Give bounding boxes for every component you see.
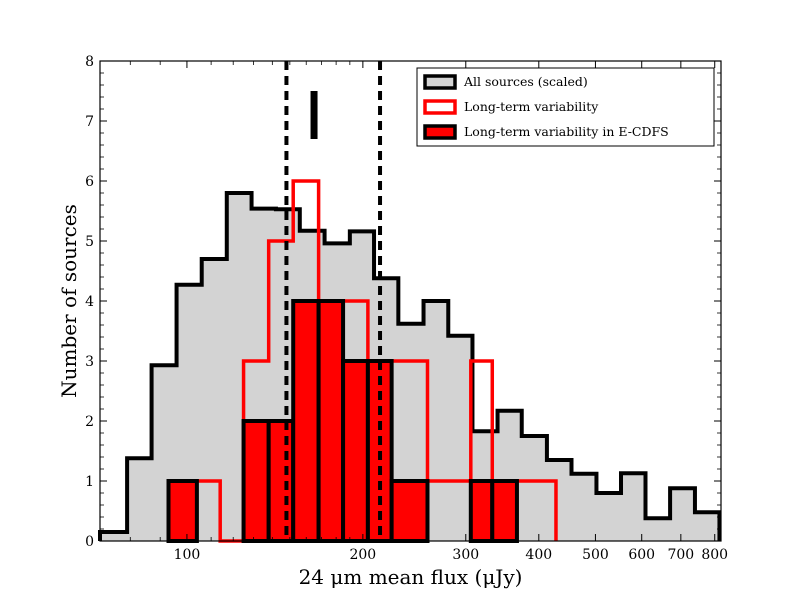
ecdfs-bar — [166, 479, 199, 543]
legend-swatch — [423, 124, 457, 140]
legend-label: All sources (scaled) — [463, 74, 588, 89]
y-tick-label: 1 — [85, 474, 94, 490]
y-tick-label: 2 — [85, 414, 94, 430]
x-tick-label: 100 — [174, 547, 201, 563]
x-tick-label: 700 — [667, 547, 694, 563]
y-tick-label: 5 — [85, 234, 94, 250]
x-tick-label: 800 — [701, 547, 728, 563]
y-tick-label: 7 — [85, 114, 94, 130]
ecdfs-bar — [341, 359, 370, 543]
ecdfs-bar — [389, 479, 430, 543]
ecdfs-variability-histogram — [166, 299, 519, 543]
all-sources-outline — [98, 191, 722, 541]
ecdfs-bar — [266, 419, 296, 543]
legend-swatch — [423, 99, 457, 115]
ecdfs-bar — [316, 299, 346, 543]
ecdfs-bar — [241, 419, 271, 543]
y-tick-label: 0 — [85, 534, 94, 550]
legend-label: Long-term variability — [464, 99, 599, 114]
x-tick-label: 200 — [349, 547, 376, 563]
legend-swatch — [423, 74, 457, 90]
x-tick-label: 600 — [628, 547, 655, 563]
flux-range-annotation — [284, 61, 383, 541]
x-tick-label: 400 — [525, 547, 552, 563]
ecdfs-bar — [490, 479, 519, 543]
x-tick-label: 500 — [582, 547, 609, 563]
legend-label: Long-term variability in E-CDFS — [464, 124, 669, 139]
ecdfs-bar — [291, 299, 321, 543]
x-tick-label: 300 — [452, 547, 479, 563]
y-tick-label: 8 — [85, 54, 94, 70]
ecdfs-bar — [468, 479, 495, 543]
y-tick-label: 6 — [85, 174, 94, 190]
x-axis-label: 24 μm mean flux (μJy) — [299, 565, 523, 589]
legend-box — [416, 67, 715, 147]
y-axis-label: Number of sources — [57, 204, 81, 398]
y-tick-label: 4 — [85, 294, 94, 310]
y-tick-label: 3 — [85, 354, 94, 370]
axes: 0 1 2 3 4 5 6 7 8 100 200 300 400 500 600 700 800 24 μm m… — [57, 54, 728, 589]
legend: All sources (scaled) Long-term variabilit… — [416, 67, 715, 147]
